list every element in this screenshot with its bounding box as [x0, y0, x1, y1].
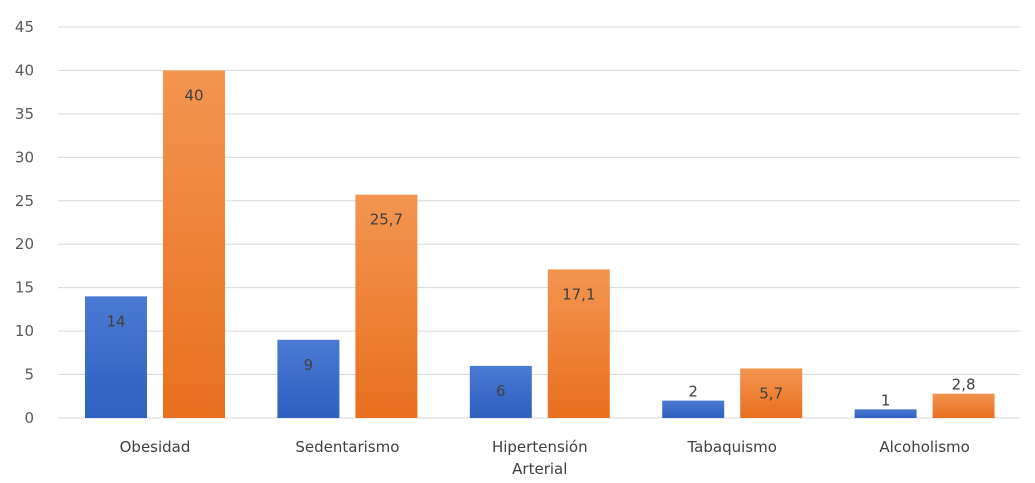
category-labels: Obesidad Sedentarismo Hipertensión Arterial… — [120, 438, 970, 478]
data-label: 1 — [881, 391, 891, 409]
y-tick-label: 10 — [15, 322, 34, 340]
y-tick-label: 25 — [15, 192, 34, 210]
bar-series2-3 — [740, 368, 803, 418]
category-label: Tabaquismo — [687, 438, 777, 456]
bar-series1-4 — [854, 409, 917, 418]
data-label: 14 — [106, 312, 125, 330]
category-label: Sedentarismo — [295, 438, 399, 456]
data-label: 17,1 — [562, 285, 595, 303]
y-tick-label: 0 — [24, 409, 34, 427]
bar-series1-1 — [277, 339, 340, 418]
data-label: 6 — [496, 382, 506, 400]
data-label: 9 — [304, 356, 314, 374]
y-tick-label: 15 — [15, 279, 34, 297]
bar-series2-0 — [163, 70, 225, 418]
data-label: 5,7 — [759, 384, 783, 402]
y-tick-label: 30 — [15, 148, 34, 166]
y-axis-ticks: 0 5 10 15 20 25 30 35 40 45 — [15, 18, 34, 427]
data-label: 40 — [184, 86, 203, 104]
y-tick-label: 45 — [15, 18, 34, 36]
y-tick-label: 5 — [24, 366, 34, 384]
bar-series1-3 — [662, 400, 725, 418]
bar-series1-0 — [85, 296, 147, 418]
bar-series2-4 — [932, 393, 995, 418]
bar-series2-2 — [547, 269, 610, 418]
bar-series1-2 — [469, 365, 532, 418]
bar-series2-1 — [355, 194, 418, 418]
y-tick-label: 20 — [15, 235, 34, 253]
category-label: Obesidad — [120, 438, 191, 456]
category-label: Hipertensión Arterial — [492, 438, 588, 478]
y-tick-label: 40 — [15, 61, 34, 79]
data-label: 2,8 — [952, 376, 976, 394]
y-tick-label: 35 — [15, 105, 34, 123]
data-label: 25,7 — [370, 211, 403, 229]
category-label: Alcoholismo — [879, 438, 969, 456]
bars — [85, 70, 995, 418]
data-label: 2 — [688, 383, 698, 401]
